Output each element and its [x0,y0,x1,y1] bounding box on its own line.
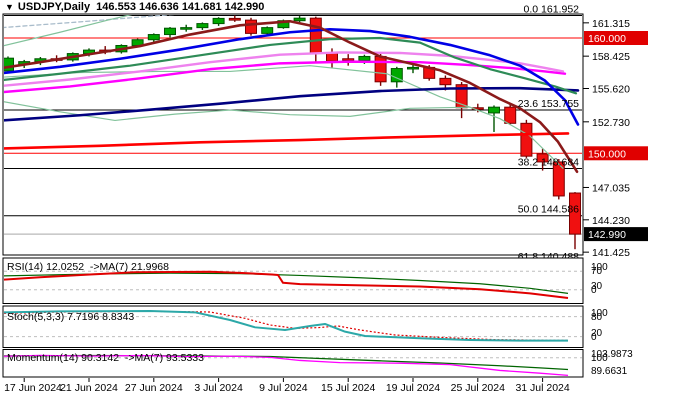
time-axis-label: 21 Jun 2024 [60,382,118,394]
candle [552,159,565,200]
momentum-pane-scale-label: 100 [591,353,608,364]
ma-red-slow [4,132,570,150]
price-scale-label: 155.620 [592,83,630,95]
fib-level-label: 38.2 148.684 [518,156,579,168]
price-scale-label: 147.035 [592,182,630,194]
candle [147,33,160,43]
env-green-upper [4,15,133,47]
price-tag [584,31,648,45]
time-axis-label: 19 Jul 2024 [386,382,440,394]
ma-magenta [4,60,567,94]
time-axis-label: 15 Jul 2024 [321,382,375,394]
ma-darkgreen [4,36,578,95]
ma-navy [4,86,580,122]
stoch-pane-scale-label: 0 [591,332,597,343]
price-tag-label: 142.990 [588,229,626,241]
price-scale-label: 158.425 [592,51,630,63]
momentum-label: Momentum(14) 90.3142 ->MA(7) 93.5333 [7,352,204,364]
momentum-pane-scale-label: 89.6631 [591,366,628,377]
rsi-pane-scale-label: 70 [591,266,603,277]
momentum-pane-scale-label: 103.9873 [591,349,633,360]
rsi-label: RSI(14) 12.0252 ->MA(7) 21.9968 [7,261,169,273]
symbol-dropdown-icon[interactable]: ▼ [5,2,14,12]
stoch-pane-scale-label: 80 [591,312,603,323]
time-axis-label: 31 Jul 2024 [515,382,569,394]
candle [488,105,500,132]
rsi-pane-scale-label: 100 [591,262,608,273]
chart-title-bar: ▼ USDJPY,Daily 146.553 146.636 141.681 14… [5,1,264,13]
price-tag-label: 160.000 [588,33,626,45]
fib-level-label: 23.6 153.755 [518,98,579,110]
time-axis-label: 27 Jun 2024 [125,382,183,394]
candles-layer [4,15,581,250]
time-axis-label: 25 Jul 2024 [451,382,505,394]
stoch-pane-scale-label: 20 [591,328,603,339]
candle [536,148,549,171]
fib-level-label: 50.0 144.586 [518,204,579,216]
stoch-pane-scale-label: 100 [591,308,608,319]
time-axis-label: 9 Jul 2024 [259,382,308,394]
price-scale-label: 141.425 [592,247,630,259]
candle [245,17,257,36]
price-scale-label: 152.730 [592,117,630,129]
time-axis-label: 3 Jul 2024 [194,382,243,394]
rsi-pane-scale-label: 0 [591,285,597,296]
price-tag [584,146,648,161]
price-tag-label: 150.000 [588,148,626,160]
candle [407,64,419,74]
candle [228,15,241,22]
candle [261,26,274,36]
stoch-pane[interactable] [2,305,584,348]
candle [504,104,517,126]
ma-blue [4,28,580,126]
stoch-label: Stoch(5,3,3) 7.7196 8.8343 [7,311,135,323]
momentum-pane[interactable] [2,349,584,378]
candle [164,27,176,38]
candle [520,119,533,158]
chart-title: USDJPY,Daily 146.553 146.636 141.681 142… [17,1,265,13]
candle [180,24,193,32]
rsi-ma-line [3,272,569,294]
price-scale-label: 144.230 [592,215,630,227]
price-scale-label: 161.315 [592,18,630,30]
ma-lines-layer [4,15,580,174]
candle [196,22,209,30]
ma-fast-maroon [4,19,579,174]
momentum-line [3,354,569,376]
candle [4,56,14,73]
stoch-main-line [3,309,568,342]
price-tag [584,227,648,242]
time-axis-label: 17 Jun 2024 [4,382,62,394]
main-pane-content [4,15,582,250]
candle [569,192,581,250]
rsi-pane[interactable] [2,257,584,304]
fib-level-label: 0.0 161.952 [524,3,580,15]
band-dashed [4,15,175,29]
price-scale[interactable]: 161.315 160.000 158.425 155.620 152.730 150.0… [583,18,648,259]
candle [212,17,225,26]
stoch-signal-line [3,310,568,341]
rsi-pane-scale-label: 30 [591,281,603,292]
rsi-line [3,270,569,299]
